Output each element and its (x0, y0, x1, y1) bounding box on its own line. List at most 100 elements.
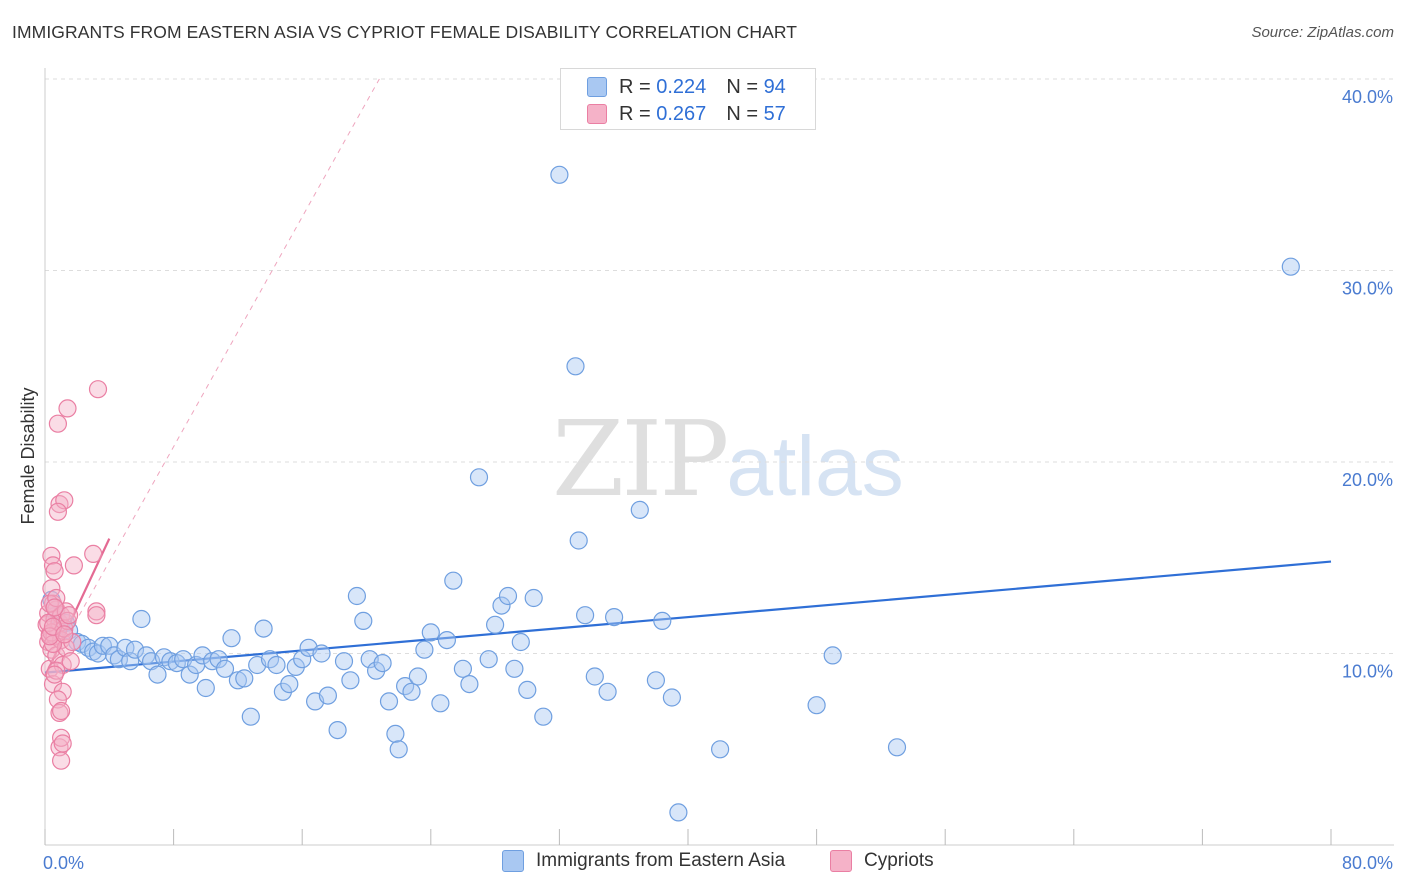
point-eastern-asia (1281, 257, 1300, 276)
point-eastern-asia (431, 694, 450, 713)
point-eastern-asia (235, 669, 254, 688)
point-cypriots (59, 606, 79, 625)
point-cypriots (88, 380, 108, 399)
point-eastern-asia (209, 650, 228, 669)
point-eastern-asia (534, 707, 553, 726)
grid (45, 78, 1394, 654)
point-eastern-asia (669, 803, 688, 822)
point-cypriots (58, 399, 77, 418)
point-eastern-asia (807, 696, 826, 715)
legend-label: Immigrants from Eastern Asia (536, 850, 786, 871)
point-eastern-asia (328, 720, 347, 740)
trend-line-eastern-asia (44, 560, 1332, 674)
point-eastern-asia (566, 357, 585, 376)
point-eastern-asia (148, 665, 167, 684)
point-eastern-asia (604, 607, 624, 627)
point-eastern-asia (402, 682, 421, 701)
point-eastern-asia (196, 678, 215, 698)
point-eastern-asia (241, 707, 260, 726)
chart-title: IMMIGRANTS FROM EASTERN ASIA VS CYPRIOT … (12, 22, 798, 42)
point-cypriots (40, 627, 59, 646)
point-eastern-asia (312, 644, 331, 663)
point-eastern-asia (479, 650, 498, 669)
point-eastern-asia (379, 692, 399, 711)
point-eastern-asia (408, 667, 427, 686)
point-eastern-asia (367, 661, 386, 680)
point-eastern-asia (386, 724, 405, 744)
point-eastern-asia (373, 653, 392, 673)
point-eastern-asia (598, 682, 617, 701)
watermark-atlas: atlas (726, 419, 904, 513)
legend-n-value: 94 (763, 75, 786, 98)
point-eastern-asia (137, 646, 156, 665)
legend-swatch-blue (502, 850, 524, 872)
point-cypriots (61, 652, 80, 671)
point-eastern-asia (492, 596, 511, 615)
point-eastern-asia (518, 680, 537, 700)
point-eastern-asia (710, 740, 730, 759)
point-eastern-asia (421, 623, 440, 642)
point-eastern-asia (646, 671, 666, 690)
point-eastern-asia (444, 571, 463, 590)
y-tick-label: 10.0% (1342, 662, 1393, 682)
trend-lines (44, 78, 1332, 677)
point-eastern-asia (254, 619, 273, 638)
point-cypriots (87, 606, 106, 625)
correlation-legend: R = 0.224 N = 94 R = 0.267 N = 57 (560, 68, 816, 130)
point-eastern-asia (280, 674, 299, 694)
point-eastern-asia (453, 659, 472, 678)
point-eastern-asia (125, 640, 145, 659)
legend-item-cypriots[interactable]: Cypriots (830, 850, 934, 872)
point-eastern-asia (662, 688, 682, 707)
point-cypriots (48, 690, 68, 709)
point-eastern-asia (222, 629, 241, 648)
legend-label: Cypriots (864, 850, 934, 871)
point-eastern-asia (109, 650, 129, 669)
series-cypriots (37, 380, 108, 770)
point-eastern-asia (180, 665, 199, 684)
point-eastern-asia (505, 659, 524, 678)
point-eastern-asia (569, 531, 588, 550)
tick-labels: 10.0% 20.0% 30.0% 40.0% 0.0% 80.0% (43, 87, 1393, 873)
legend-n-label: N = (726, 75, 758, 98)
point-eastern-asia (318, 686, 337, 705)
series-eastern-asia (42, 165, 1300, 822)
point-cypriots (55, 491, 74, 510)
legend-swatch-blue (587, 77, 607, 97)
point-eastern-asia (100, 636, 119, 655)
legend-item-eastern-asia[interactable]: Immigrants from Eastern Asia (502, 850, 785, 872)
point-eastern-asia (389, 740, 408, 759)
legend-swatch-pink (587, 104, 607, 124)
point-eastern-asia (653, 611, 672, 631)
point-eastern-asia (415, 640, 434, 659)
point-cypriots (84, 544, 103, 564)
legend-n-value: 57 (763, 102, 786, 125)
point-eastern-asia (469, 468, 489, 487)
legend-n-label: N = (726, 102, 758, 125)
point-eastern-asia (354, 611, 373, 631)
point-eastern-asia (550, 165, 569, 184)
point-eastern-asia (215, 659, 235, 678)
point-eastern-asia (498, 586, 518, 606)
point-cypriots (48, 414, 68, 433)
point-eastern-asia (887, 738, 907, 757)
point-eastern-asia (585, 667, 604, 686)
point-cypriots (55, 625, 74, 644)
legend-row-cypriots: R = 0.267 N = 57 (587, 102, 786, 126)
legend-r-label: R = (619, 75, 651, 98)
x-tick-label: 80.0% (1342, 853, 1393, 873)
point-eastern-asia (511, 632, 530, 652)
point-eastern-asia (823, 646, 842, 665)
legend-r-value: 0.267 (656, 102, 707, 125)
y-tick-label: 40.0% (1342, 87, 1393, 107)
point-cypriots (64, 556, 84, 575)
y-tick-label: 20.0% (1342, 470, 1393, 490)
point-cypriots (87, 602, 106, 621)
point-cypriots (51, 751, 71, 770)
point-eastern-asia (347, 586, 366, 606)
watermark-zip: ZIP (552, 398, 729, 520)
point-cypriots (45, 598, 64, 617)
point-eastern-asia (460, 674, 479, 694)
y-axis-label: Female Disability (18, 387, 38, 524)
